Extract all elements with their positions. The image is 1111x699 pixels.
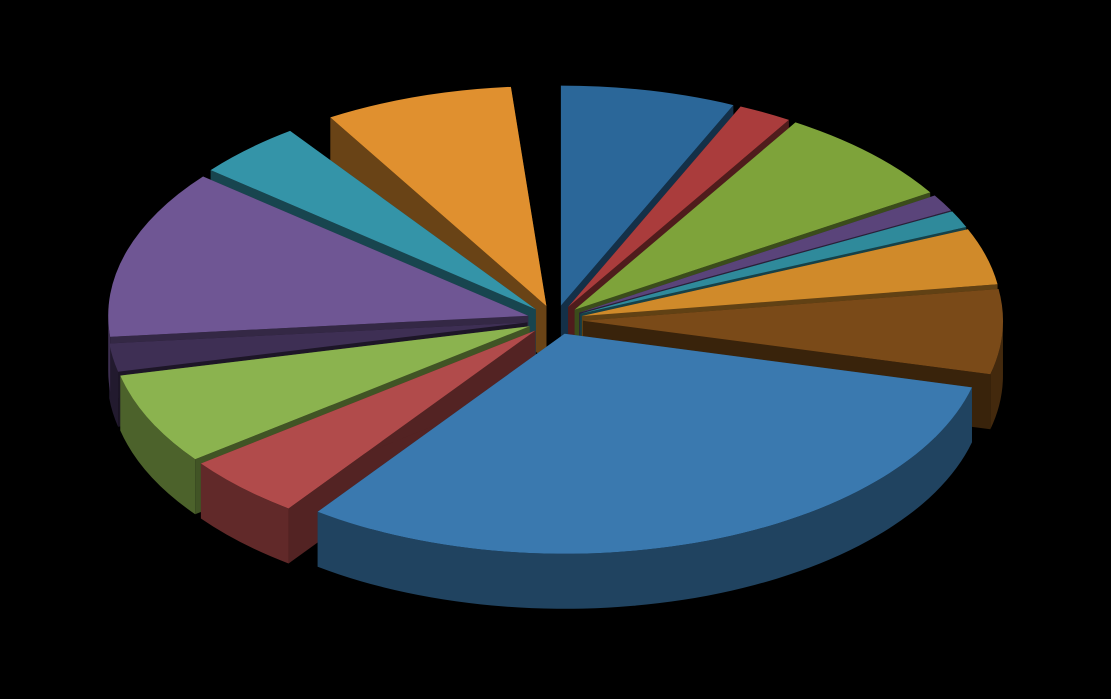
pie-3d-chart (0, 0, 1111, 699)
